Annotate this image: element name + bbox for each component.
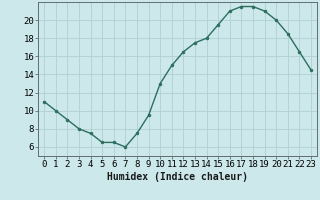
X-axis label: Humidex (Indice chaleur): Humidex (Indice chaleur)	[107, 172, 248, 182]
